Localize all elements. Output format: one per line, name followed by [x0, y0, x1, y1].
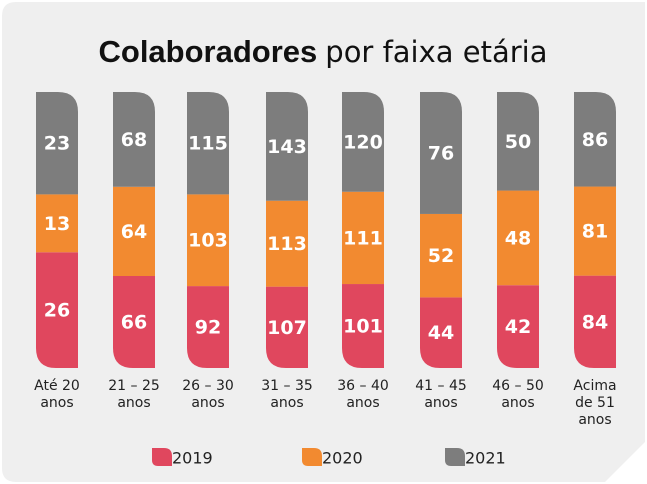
bar-segment: [342, 191, 384, 285]
bar-segment: [342, 284, 384, 368]
bar-segment: [420, 213, 462, 298]
x-tick-label: Acima de 51 anos: [573, 378, 617, 428]
bar-stack: [187, 92, 229, 368]
legend-label: 2019: [172, 449, 213, 468]
legend-swatch: [152, 448, 172, 466]
data-label: 23: [44, 133, 70, 155]
bar-stack: [420, 92, 462, 368]
chart-subtitle: por faixa etária: [325, 35, 547, 69]
data-label: 52: [428, 245, 454, 267]
data-label: 13: [44, 213, 70, 235]
data-label: 103: [188, 230, 228, 252]
data-label: 44: [428, 322, 454, 344]
data-label: 120: [343, 131, 383, 153]
bar-segment: [113, 186, 155, 276]
x-tick-label: 21 – 25 anos: [108, 378, 160, 411]
data-label: 64: [121, 221, 147, 243]
data-label: 92: [195, 317, 221, 339]
bar-segment: [113, 276, 155, 368]
bar-segment: [420, 297, 462, 368]
data-label: 26: [44, 300, 70, 322]
bar-segment: [36, 194, 78, 253]
data-label: 115: [188, 133, 228, 155]
bar-segment: [187, 194, 229, 287]
x-tick-label: Até 20 anos: [34, 378, 80, 411]
x-tick-label: 41 – 45 anos: [415, 378, 467, 411]
bar-segment: [574, 275, 616, 368]
x-tick-label: 36 – 40 anos: [337, 378, 389, 411]
data-label: 48: [505, 227, 531, 249]
chart-title: Colaboradores: [99, 34, 318, 69]
data-label: 50: [505, 131, 531, 153]
data-label: 101: [343, 316, 383, 338]
bar-stack: [36, 92, 78, 368]
data-label: 84: [582, 311, 608, 333]
data-label: 113: [267, 233, 307, 255]
bar-segment: [574, 186, 616, 276]
bar-segment: [497, 92, 539, 191]
data-label: 81: [582, 221, 608, 243]
bar-segment: [342, 92, 384, 192]
x-tick-label: 46 – 50 anos: [492, 378, 544, 411]
data-label: 42: [505, 316, 531, 338]
data-label: 143: [267, 136, 307, 158]
data-label: 86: [582, 129, 608, 151]
bar-segment: [497, 190, 539, 286]
bar-segment: [113, 92, 155, 187]
bar-segment: [36, 252, 78, 368]
data-label: 68: [121, 129, 147, 151]
data-label: 107: [267, 317, 307, 339]
data-label: 111: [343, 227, 383, 249]
data-label: 76: [428, 142, 454, 164]
bar-stack: [497, 92, 539, 368]
bar-segment: [266, 200, 308, 287]
legend-label: 2021: [465, 449, 506, 468]
bar-stack: [342, 92, 384, 368]
bar-segment: [420, 92, 462, 214]
bar-segment: [497, 285, 539, 368]
bar-segment: [266, 92, 308, 201]
data-label: 66: [121, 312, 147, 334]
bar-stack: [113, 92, 155, 368]
bar-segment: [266, 286, 308, 368]
bar-segment: [187, 286, 229, 368]
legend-label: 2020: [322, 449, 363, 468]
bar-segment: [187, 92, 229, 195]
x-tick-label: 26 – 30 anos: [182, 378, 234, 411]
x-tick-label: 31 – 35 anos: [261, 378, 313, 411]
bar-stack: [574, 92, 616, 368]
bar-stack: [266, 92, 308, 368]
bar-segment: [574, 92, 616, 187]
legend-swatch: [302, 448, 322, 466]
title-group: Colaboradores por faixa etária: [99, 34, 548, 69]
legend-swatch: [445, 448, 465, 466]
bar-segment: [36, 92, 78, 195]
